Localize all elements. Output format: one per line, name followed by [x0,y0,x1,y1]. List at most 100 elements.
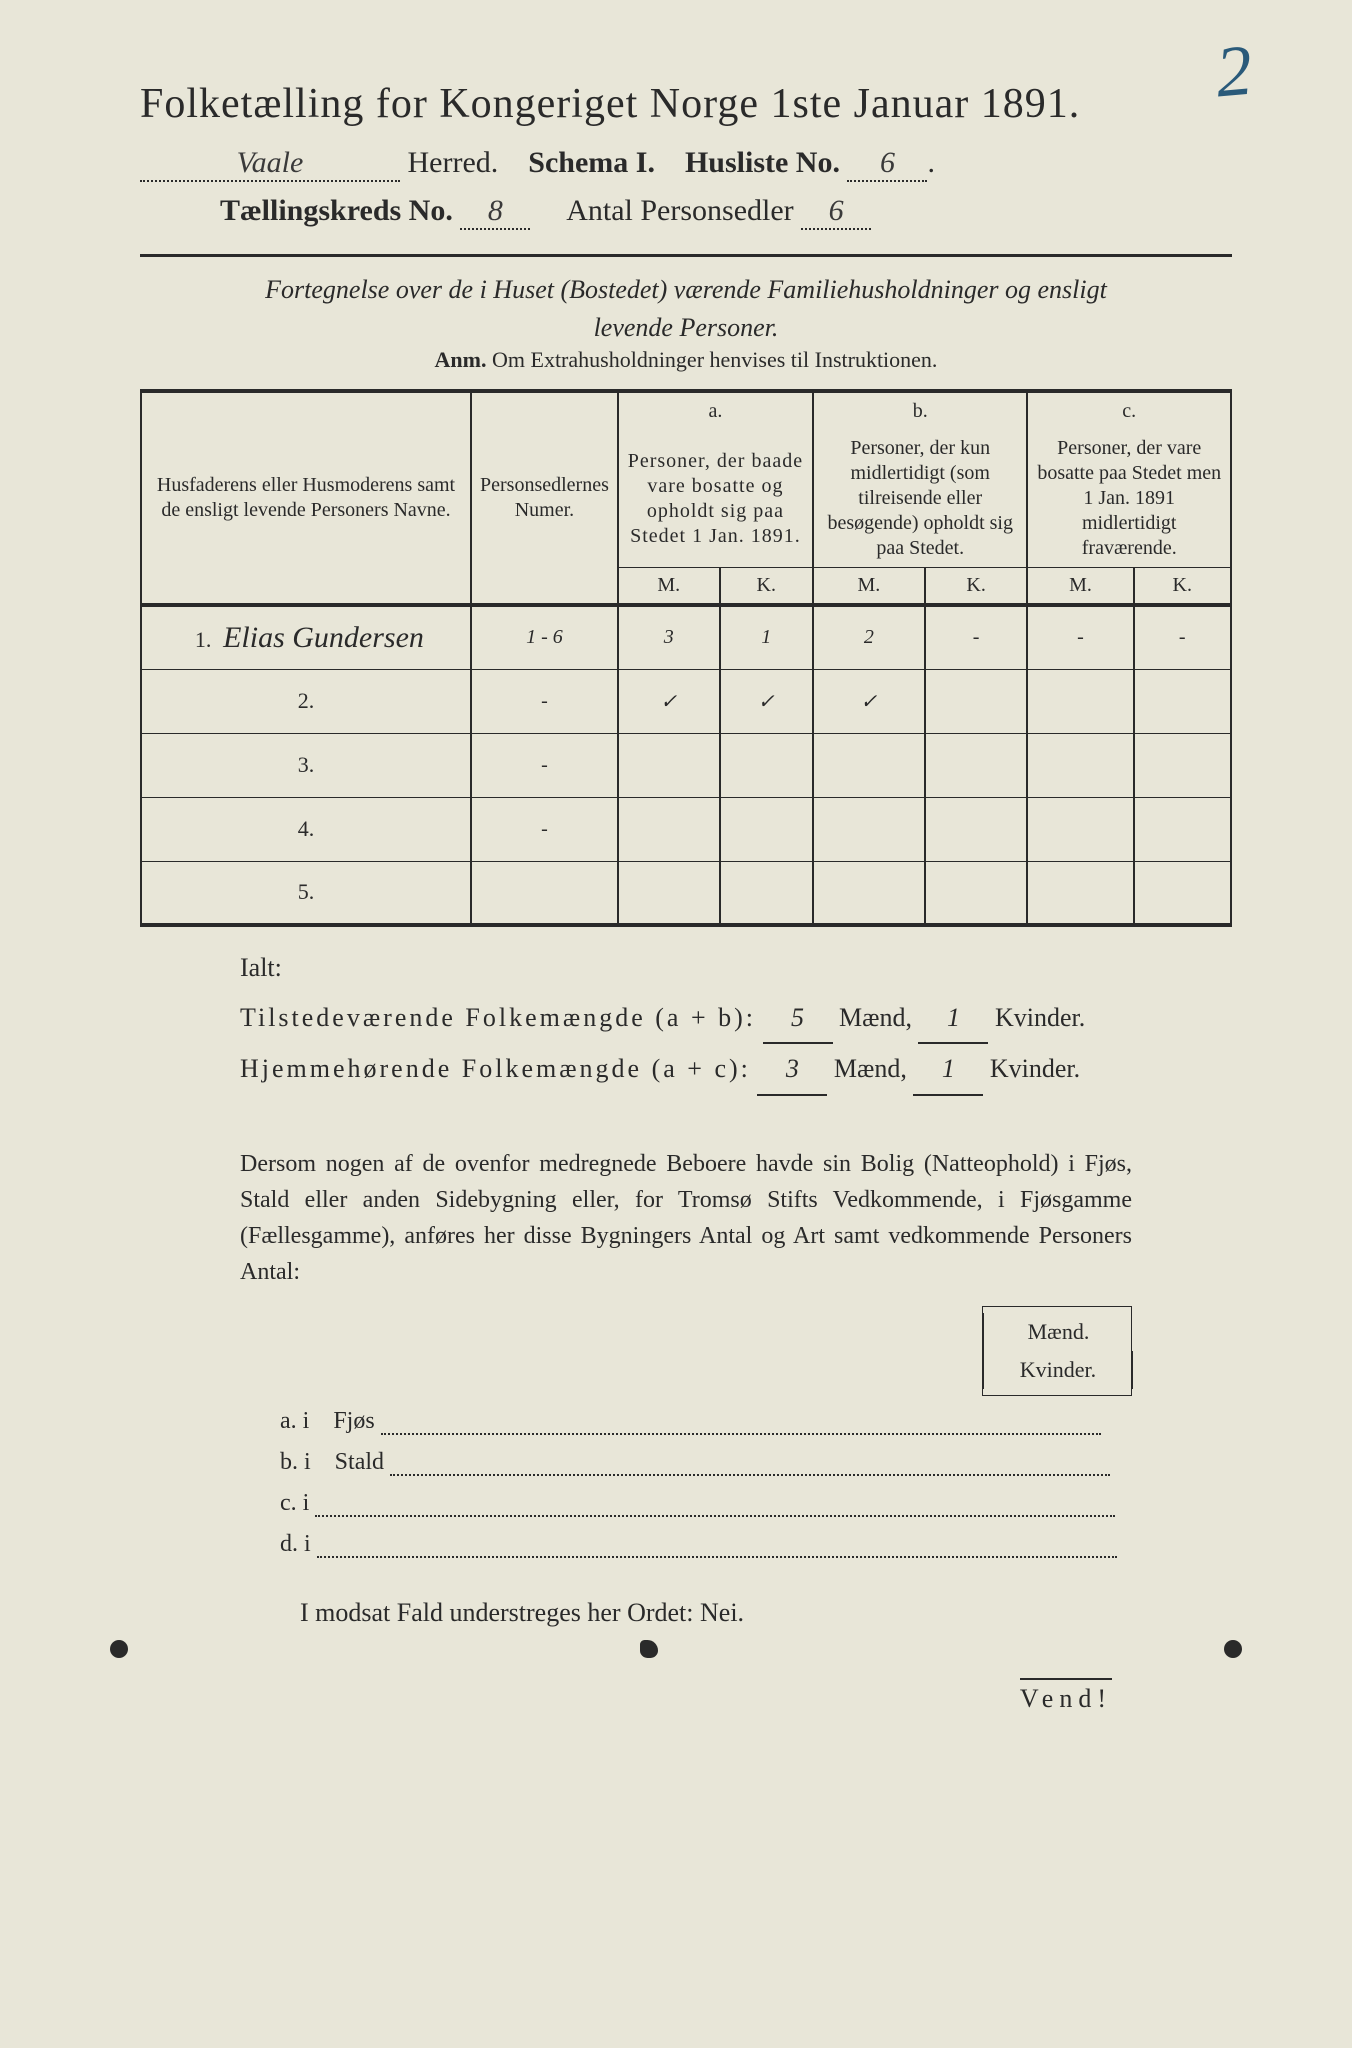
ialt-label: Ialt: [240,953,1232,983]
anm-line: Anm. Om Extrahusholdninger henvises til … [140,347,1232,373]
cell-ak [720,733,813,797]
ld-prefix: d. i [280,1531,311,1557]
kvinder-label: Kvinder. [995,1003,1085,1032]
husliste-value: 6 [847,146,927,182]
cell-name: 1. Elias Gundersen [141,605,471,669]
th-name: Husfaderens eller Husmoderens samt de en… [141,391,471,605]
maend-label: Mænd, [839,1003,912,1032]
cell-name: 5. [141,861,471,925]
cell-am: 3 [618,605,720,669]
cell-pnum: 1 - 6 [471,605,618,669]
row-num: 4. [291,816,321,842]
cell-name: 3. [141,733,471,797]
herred-value: Vaale [140,146,400,182]
schema-label: Schema I. [528,146,655,179]
row-num: 3. [291,752,321,778]
line-d: d. i [280,1531,1132,1558]
th-ak: K. [720,568,813,606]
cell-ck [1134,733,1231,797]
hole-mark [110,1640,128,1658]
cell-bm [813,733,925,797]
cell-pnum [471,861,618,925]
sum1-m: 5 [763,993,833,1044]
anm-text: Om Extrahusholdninger henvises til Instr… [492,347,937,372]
th-bk: K. [925,568,1028,606]
divider [140,254,1232,257]
th-am: M. [618,568,720,606]
kreds-line: Tællingskreds No. 8 Antal Personsedler 6 [140,194,1232,230]
dots [390,1458,1110,1476]
dots [315,1499,1115,1517]
hole-mark [1224,1640,1242,1658]
table-row: 2. - ✓ ✓ ✓ [141,669,1231,733]
census-table: Husfaderens eller Husmoderens samt de en… [140,389,1232,927]
th-bm: M. [813,568,925,606]
name-value: Elias Gundersen [223,621,424,654]
row-num: 2. [291,688,321,714]
mk-k: Kvinder. [983,1351,1133,1389]
line-b: b. i Stald [280,1449,1132,1476]
nei-line: I modsat Fald understreges her Ordet: Ne… [300,1598,1232,1628]
table-row: 1. Elias Gundersen 1 - 6 3 1 2 - - - [141,605,1231,669]
dots [317,1540,1117,1558]
anm-label: Anm. [435,347,487,372]
sum1-k: 1 [918,993,988,1044]
cell-ck [1134,669,1231,733]
cell-bm: ✓ [813,669,925,733]
cell-am [618,797,720,861]
cell-ck: - [1134,605,1231,669]
line-c: c. i [280,1490,1132,1517]
table-row: 3. - [141,733,1231,797]
cell-am: ✓ [618,669,720,733]
lb-label: Stald [335,1449,384,1475]
description-line2: levende Personer. [140,313,1232,343]
lc-prefix: c. i [280,1490,309,1516]
cell-ak [720,861,813,925]
th-a-text: Personer, der baade vare bosatte og opho… [618,430,813,568]
cell-pnum: - [471,797,618,861]
cell-bk [925,733,1028,797]
maend-label2: Mænd, [834,1054,907,1083]
cell-ak [720,797,813,861]
lb-prefix: b. i [280,1449,311,1475]
th-b-text-span: Personer, der kun midlertidigt (som tilr… [827,437,1013,559]
cell-cm [1027,669,1133,733]
sum1-label: Tilstedeværende Folkemængde (a + b): [240,1003,756,1032]
cell-ck [1134,797,1231,861]
cell-bm: 2 [813,605,925,669]
cell-ak: 1 [720,605,813,669]
cell-ck [1134,861,1231,925]
cell-name: 2. [141,669,471,733]
paragraph: Dersom nogen af de ovenfor medregnede Be… [240,1146,1132,1290]
th-b-label: b. [813,391,1027,430]
husliste-label: Husliste No. [685,146,840,179]
cell-cm [1027,861,1133,925]
cell-ak: ✓ [720,669,813,733]
cell-cm [1027,797,1133,861]
cell-cm: - [1027,605,1133,669]
vend-label: Vend! [1020,1678,1112,1714]
herred-line: Vaale Herred. Schema I. Husliste No. 6. [140,146,1232,182]
corner-number: 2 [1212,29,1255,115]
building-lines: a. i Fjøs b. i Stald c. i d. i [280,1408,1132,1558]
th-c-label: c. [1027,391,1231,430]
line-a: a. i Fjøs [280,1408,1132,1435]
table-row: 4. - [141,797,1231,861]
kreds-label: Tællingskreds No. [220,194,453,227]
cell-pnum: - [471,669,618,733]
summary-line2: Hjemmehørende Folkemængde (a + c): 3 Mæn… [240,1044,1232,1095]
table-row: 5. [141,861,1231,925]
th-c-text: Personer, der vare bosatte paa Stedet me… [1027,430,1231,568]
th-pnum: Personsedlernes Numer. [471,391,618,605]
sum2-m: 3 [757,1044,827,1095]
cell-bk [925,669,1028,733]
th-a-text-span: Personer, der baade vare bosatte og opho… [628,450,803,547]
sum2-k: 1 [913,1044,983,1095]
main-title: Folketælling for Kongeriget Norge 1ste J… [140,80,1232,128]
th-c-text-span: Personer, der vare bosatte paa Stedet me… [1037,437,1221,559]
th-ck: K. [1134,568,1231,606]
summary-block: Tilstedeværende Folkemængde (a + b): 5 M… [240,993,1232,1096]
th-cm: M. [1027,568,1133,606]
th-a-label: a. [618,391,813,430]
la-label: Fjøs [333,1408,374,1434]
